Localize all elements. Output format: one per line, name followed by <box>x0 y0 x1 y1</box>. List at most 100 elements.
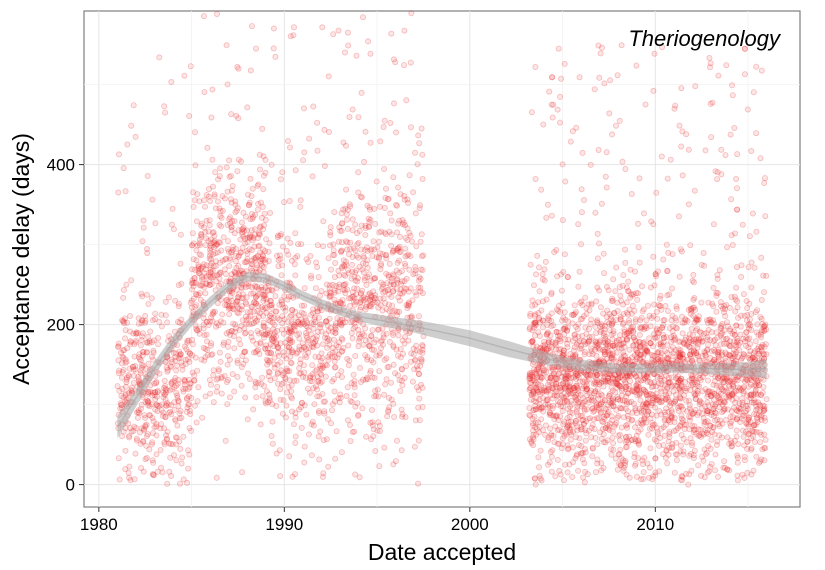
scatter-point <box>687 242 694 249</box>
scatter-point <box>246 234 253 241</box>
scatter-point <box>587 320 594 327</box>
scatter-point <box>679 319 686 326</box>
scatter-point <box>317 428 324 435</box>
scatter-point <box>592 323 599 330</box>
scatter-point <box>654 315 661 322</box>
scatter-point <box>191 274 198 281</box>
scatter-point <box>130 379 137 386</box>
scatter-point <box>398 447 405 454</box>
scatter-point <box>288 408 295 415</box>
scatter-point <box>646 464 653 471</box>
scatter-point <box>626 474 633 481</box>
scatter-point <box>597 304 604 311</box>
scatter-point <box>173 362 180 369</box>
scatter-point <box>228 223 235 230</box>
scatter-point <box>292 439 299 446</box>
scatter-point <box>207 269 214 276</box>
scatter-point <box>343 392 350 399</box>
scatter-point <box>240 294 247 301</box>
scatter-point <box>639 308 646 315</box>
scatter-point <box>636 391 643 398</box>
scatter-point <box>233 325 240 332</box>
scatter-point <box>326 242 333 249</box>
scatter-point <box>208 351 215 358</box>
scatter-point <box>187 380 194 387</box>
scatter-point <box>181 378 188 385</box>
scatter-point <box>577 342 584 349</box>
scatter-point <box>366 296 373 303</box>
scatter-point <box>188 280 195 287</box>
scatter-point <box>314 119 321 126</box>
scatter-point <box>569 390 576 397</box>
scatter-point <box>573 417 580 424</box>
scatter-point <box>149 414 156 421</box>
scatter-point <box>569 320 576 327</box>
scatter-point <box>128 277 135 284</box>
scatter-point <box>733 284 740 291</box>
scatter-point <box>278 272 285 279</box>
scatter-point <box>319 24 326 31</box>
scatter-point <box>196 242 203 249</box>
scatter-point <box>231 230 238 237</box>
scatter-point <box>405 302 412 309</box>
scatter-point <box>162 385 169 392</box>
scatter-point <box>618 341 625 348</box>
scatter-point <box>264 345 271 352</box>
scatter-point <box>303 411 310 418</box>
scatter-point <box>395 332 402 339</box>
scatter-point <box>583 310 590 317</box>
scatter-point <box>575 321 582 328</box>
scatter-point <box>156 54 163 61</box>
scatter-point <box>720 399 727 406</box>
scatter-point <box>329 401 336 408</box>
scatter-point <box>594 460 601 467</box>
scatter-point <box>617 292 624 299</box>
scatter-point <box>376 463 383 470</box>
scatter-point <box>567 436 574 443</box>
scatter-point <box>626 383 633 390</box>
scatter-point <box>253 254 260 261</box>
scatter-point <box>589 453 596 460</box>
scatter-point <box>255 181 262 188</box>
scatter-point <box>584 406 591 413</box>
scatter-point <box>129 363 136 370</box>
scatter-point <box>530 324 537 331</box>
scatter-point <box>643 373 650 380</box>
scatter-point <box>178 460 185 467</box>
scatter-point <box>228 224 235 231</box>
scatter-point <box>364 257 371 264</box>
scatter-point <box>195 270 202 277</box>
scatter-point <box>135 330 142 337</box>
scatter-point <box>748 391 755 398</box>
scatter-point <box>529 302 536 309</box>
scatter-point <box>706 55 713 62</box>
scatter-point <box>405 337 412 344</box>
scatter-point <box>212 242 219 249</box>
scatter-point <box>366 271 373 278</box>
scatter-point <box>312 353 319 360</box>
scatter-point <box>695 462 702 469</box>
scatter-point <box>734 354 741 361</box>
scatter-point <box>418 231 425 238</box>
scatter-point <box>698 405 705 412</box>
scatter-point <box>136 356 143 363</box>
scatter-point <box>224 221 231 228</box>
scatter-point <box>545 401 552 408</box>
scatter-point <box>403 97 410 104</box>
scatter-point <box>246 246 253 253</box>
scatter-point <box>671 428 678 435</box>
scatter-point <box>165 401 172 408</box>
scatter-point <box>273 450 280 457</box>
scatter-point <box>567 429 574 436</box>
scatter-point <box>638 476 645 483</box>
scatter-point <box>161 391 168 398</box>
scatter-point <box>225 328 232 335</box>
scatter-point <box>244 255 251 262</box>
scatter-point <box>125 469 132 476</box>
scatter-point <box>250 320 257 327</box>
scatter-point <box>127 425 134 432</box>
scatter-point <box>366 302 373 309</box>
scatter-point <box>706 468 713 475</box>
scatter-point <box>314 264 321 271</box>
scatter-point <box>269 440 276 447</box>
